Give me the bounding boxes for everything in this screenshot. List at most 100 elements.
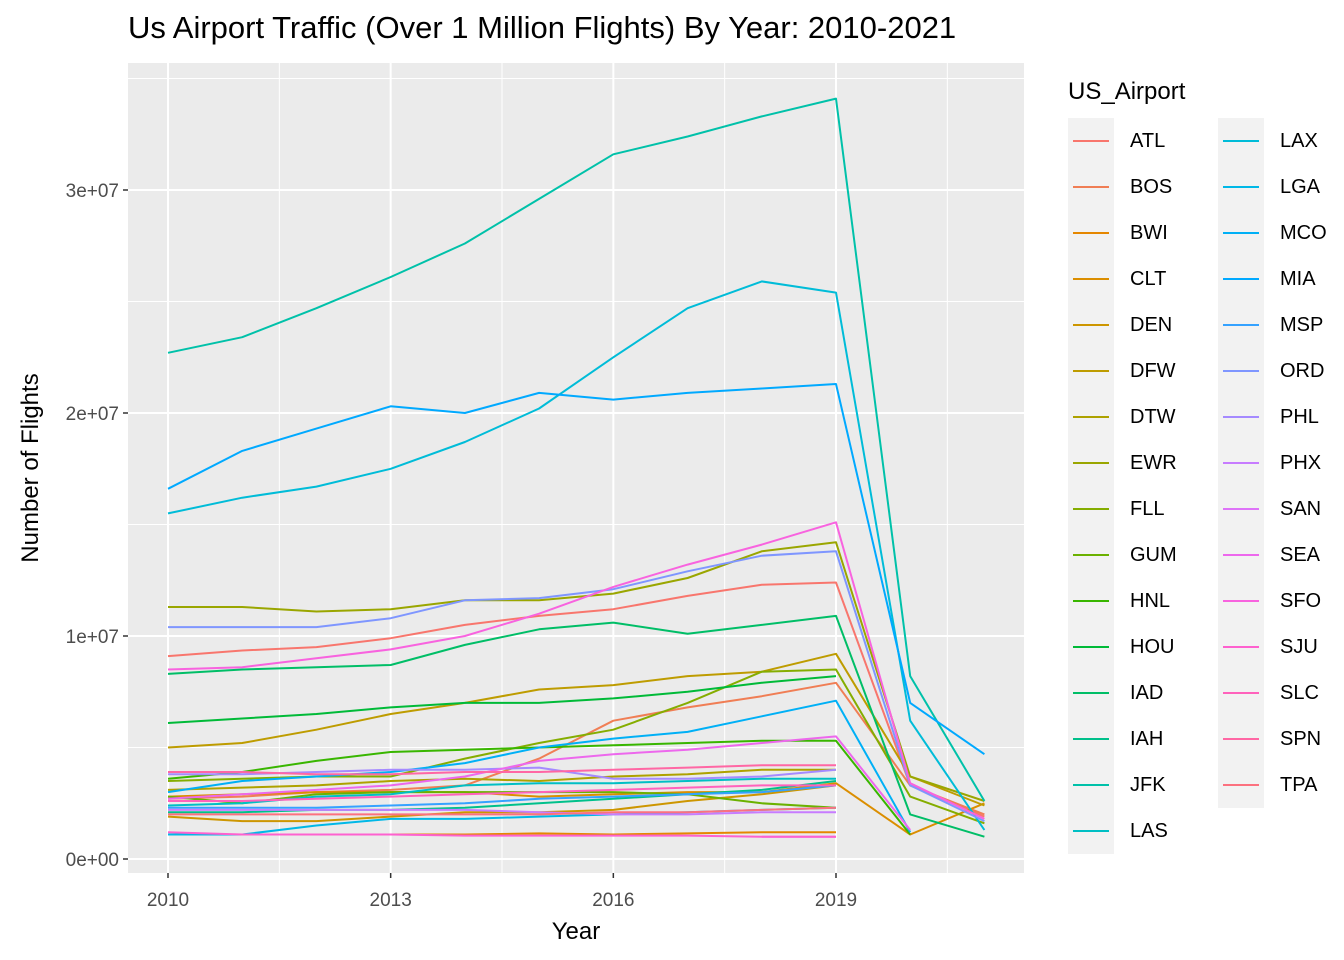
legend-swatch [1073,324,1109,326]
series-sea [167,735,911,831]
legend-swatch [1073,830,1109,832]
legend-item-ord: ORD [1218,348,1344,394]
legend-label: LAX [1280,129,1318,152]
legend-swatch [1073,186,1109,188]
legend-swatch [1073,554,1109,556]
legend-key [1068,302,1114,348]
series-msp [168,784,837,809]
legend-key [1068,440,1114,486]
legend-item-hou: HOU [1068,624,1200,670]
legend-label: SLC [1280,681,1319,704]
chart-title: Us Airport Traffic (Over 1 Million Fligh… [128,10,957,45]
legend-item-clt: CLT [1068,256,1200,302]
series-line-gum [167,791,837,809]
legend-item-mia: MIA [1218,256,1344,302]
legend-item-sju: SJU [1218,624,1344,670]
legend-item-phl: PHL [1218,394,1344,440]
legend-key [1218,256,1264,302]
series-line-hou [167,675,837,724]
series-den [167,784,837,823]
legend-label: MCO [1280,221,1327,244]
x-tick-label: 2010 [147,890,189,911]
series-line-clt [167,782,985,836]
series-phx [168,808,836,816]
legend-swatch [1223,784,1259,786]
y-tick-label: 3e+07 [66,181,119,202]
legend-label: SJU [1280,635,1318,658]
legend-label: LAS [1130,819,1168,842]
legend-key [1068,210,1114,256]
legend-item-msp: MSP [1218,302,1344,348]
legend-key [1218,670,1264,716]
legend-label: JFK [1130,773,1166,796]
legend-label: CLT [1130,267,1167,290]
legend-swatch [1073,646,1109,648]
legend-key [1218,762,1264,808]
series-atl [167,581,985,818]
series-slc [168,784,836,802]
legend-label: IAH [1130,727,1164,750]
legend-swatch [1073,370,1109,372]
series-spn [168,764,836,776]
legend-item-hnl: HNL [1068,578,1200,624]
legend-swatch [1223,140,1259,142]
series-dfw [167,652,985,807]
legend-key [1218,118,1264,164]
legend-key [1068,716,1114,762]
legend-item-lga: LGA [1218,164,1344,210]
legend-swatch [1073,416,1109,418]
x-axis-title: Year [552,918,601,945]
legend-label: SFO [1280,589,1322,612]
series-line-phx [168,808,836,816]
legend-item-las: LAS [1068,808,1200,854]
legend-swatch [1073,278,1109,280]
legend-swatch [1073,232,1109,234]
series-line-sfo [167,521,985,820]
legend-label: PHX [1280,451,1322,474]
series-line-dfw [167,652,985,807]
legend-swatch [1223,738,1259,740]
legend-swatch [1223,508,1259,510]
y-tick-label: 2e+07 [66,404,119,425]
legend-item-bwi: BWI [1068,210,1200,256]
legend-key [1068,486,1114,532]
legend-item-gum: GUM [1068,532,1200,578]
series-line-den [167,784,837,823]
series-jfk [167,97,986,802]
legend-key [1068,624,1114,670]
legend-item-mco: MCO [1218,210,1344,256]
series-lax [167,280,986,831]
legend-swatch [1223,600,1259,602]
legend-key [1068,670,1114,716]
legend-key [1218,716,1264,762]
series-clt [167,782,985,836]
legend-swatch [1073,692,1109,694]
series-lines [167,97,986,838]
legend: US_Airport ATL BOS BWI CLT DEN DFW DTW EWR FLL GU… [1068,78,1344,854]
legend-swatch [1223,462,1259,464]
legend-label: BWI [1130,221,1168,244]
legend-swatch [1073,600,1109,602]
y-axis-title: Number of Flights [17,373,44,562]
legend-item-spn: SPN [1218,716,1344,762]
legend-label: SAN [1280,497,1322,520]
legend-label: IAD [1130,681,1164,704]
legend-key [1068,394,1114,440]
series-line-jfk [167,97,986,802]
legend-item-phx: PHX [1218,440,1344,486]
legend-key [1218,302,1264,348]
legend-key [1218,486,1264,532]
legend-key [1068,348,1114,394]
legend-item-sfo: SFO [1218,578,1344,624]
legend-item-tpa: TPA [1218,762,1344,808]
series-line-ord [168,550,985,823]
legend-swatch [1073,784,1109,786]
legend-key [1068,808,1114,854]
legend-title: US_Airport [1068,78,1186,105]
legend-swatch [1073,738,1109,740]
legend-label: ORD [1280,359,1325,382]
series-dtw [167,768,836,791]
series-line-msp [168,784,837,809]
legend-label: LGA [1280,175,1321,198]
